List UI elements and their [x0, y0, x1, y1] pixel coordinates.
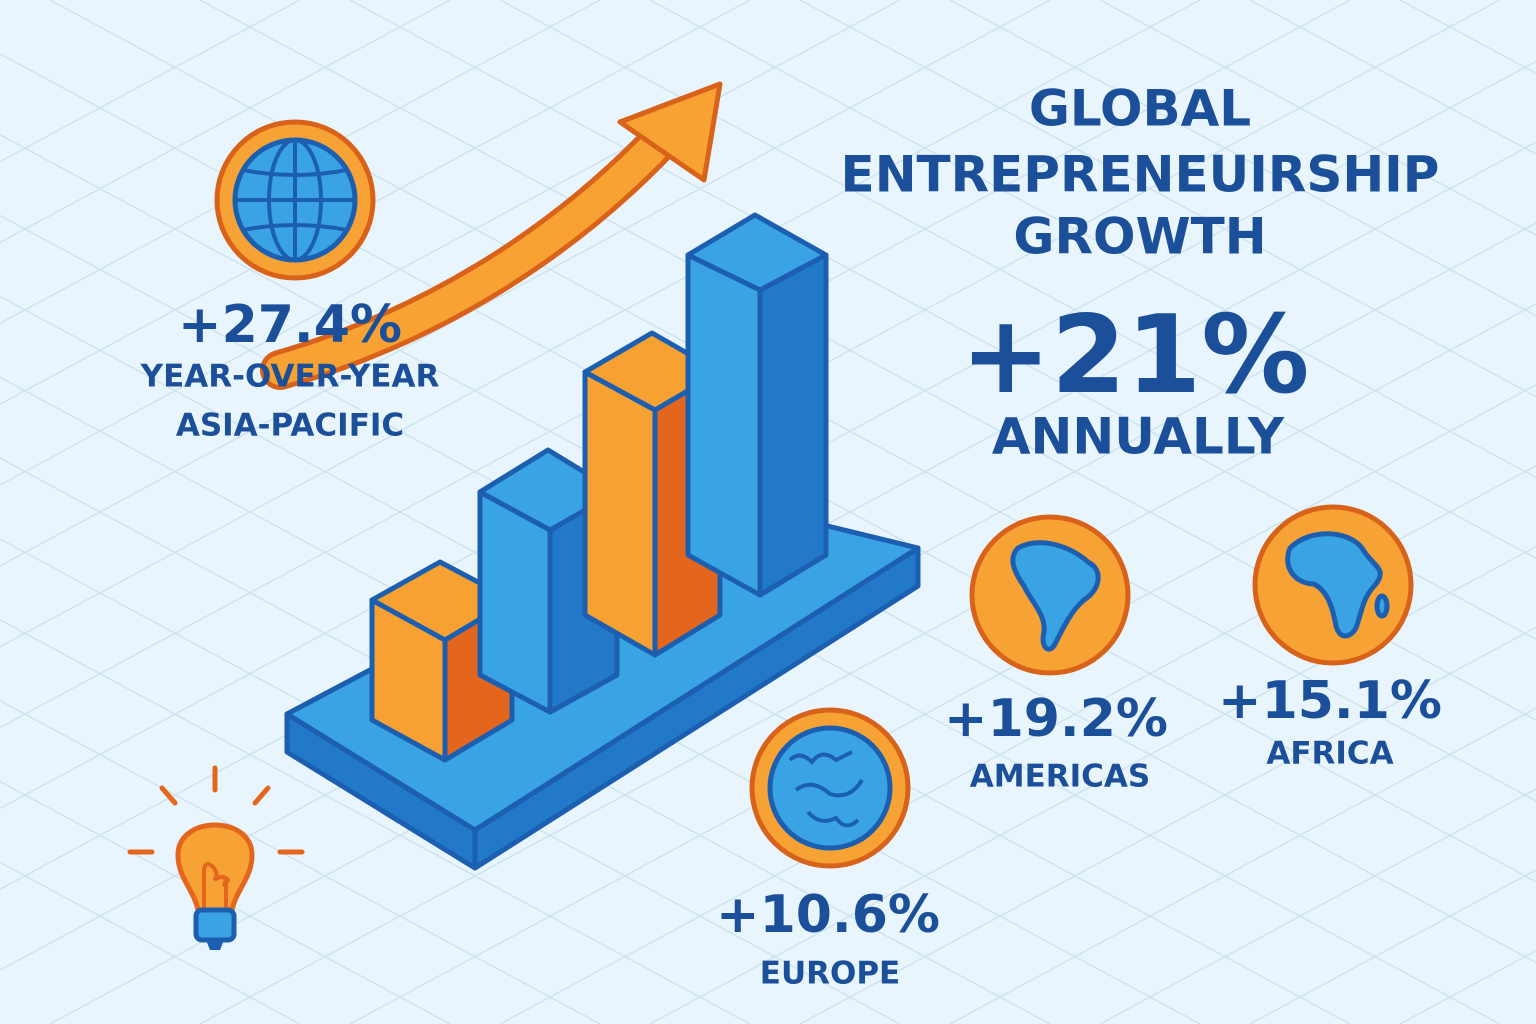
globe-icon	[214, 119, 376, 281]
stat-caption: ASIA-PACIFIC	[176, 408, 404, 444]
grid-line	[1099, 0, 1536, 236]
headline-caption: ANNUALLY	[992, 408, 1285, 466]
grid-line	[799, 626, 1536, 1024]
grid-line	[0, 538, 901, 1024]
stat-caption: EUROPE	[760, 956, 900, 992]
grid-line	[0, 0, 901, 486]
stat-value: +15.1%	[1218, 671, 1442, 731]
bar-illustration	[369, 212, 829, 763]
grid-line	[0, 0, 751, 406]
headline: +21%	[961, 293, 1310, 418]
lightbulb-icon	[127, 765, 305, 950]
africa-icon	[1252, 504, 1414, 666]
grid-line	[949, 707, 1536, 1024]
grid-line	[649, 545, 1536, 1024]
stat-caption: AMERICAS	[970, 759, 1151, 795]
grid-line	[49, 222, 1536, 1024]
title-line: GROWTH	[1013, 208, 1266, 266]
grid-line	[199, 303, 1536, 1024]
grid-line	[0, 618, 751, 1024]
grid-line	[0, 0, 1051, 567]
stat-value: +19.2%	[944, 689, 1168, 749]
grid-line	[799, 0, 1536, 398]
grid-line	[949, 0, 1536, 317]
stat-value: +10.6%	[716, 885, 940, 945]
grid-line	[0, 0, 451, 244]
americas-icon	[969, 514, 1131, 676]
title-line: GLOBAL	[1029, 80, 1251, 138]
grid-line	[0, 0, 1201, 648]
stat-caption: YEAR-OVER-YEAR	[140, 359, 440, 395]
growth-arrow	[260, 81, 723, 390]
grid-line	[0, 0, 1351, 729]
grid-line	[649, 0, 1536, 479]
stat-caption: AFRICA	[1266, 736, 1393, 772]
grid-line	[1099, 788, 1536, 1024]
europe-icon	[749, 707, 911, 869]
stat-value: +27.4%	[178, 295, 402, 355]
title-line: ENTREPRENEUIRSHIP	[841, 146, 1440, 204]
